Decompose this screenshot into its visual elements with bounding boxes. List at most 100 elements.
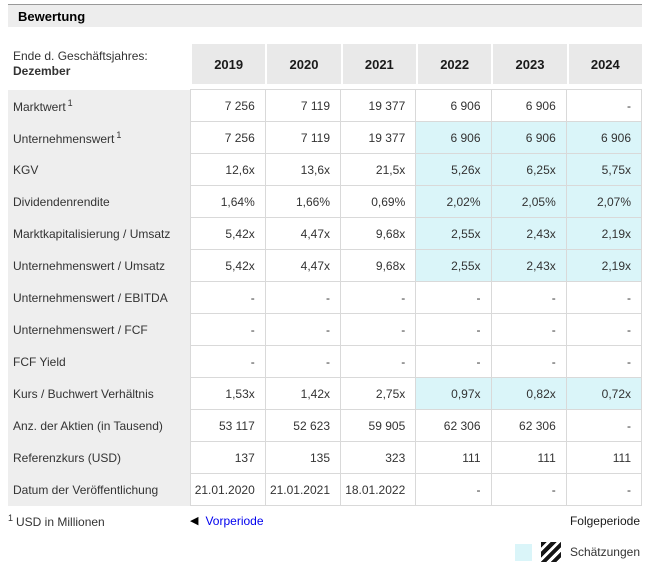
value-cell: - [565,89,643,122]
table-row: Anz. der Aktien (in Tausend) 53 117 52 623… [8,409,643,442]
table-row: Marktwert 1 7 256 7 119 19 377 6 906 6 906- [8,89,643,122]
valuation-table: Marktwert 1 7 256 7 119 19 377 6 906 6 906- Unt… [8,89,643,506]
row-label: KGV [8,153,190,186]
fiscal-year-end-label: Ende d. Geschäftsjahres: Dezember [8,44,190,84]
value-cell: 7 256 [189,89,266,122]
estimates-legend-label: Schätzungen [569,545,640,559]
value-cell: 1,53x [189,377,266,410]
next-period-link[interactable]: Folgeperiode [569,514,640,528]
column-header-year: 2024 [566,44,642,84]
value-cell: - [415,281,492,314]
value-cell: 1,66% [264,185,342,218]
estimate-color-swatch [514,543,532,561]
value-cell: - [565,313,643,346]
row-label-text: Unternehmenswert / EBITDA [13,290,168,305]
fiscal-year-end-month: Dezember [13,64,71,78]
row-label-text: Referenzkurs (USD) [13,450,122,465]
footnote-text: USD in Millionen [16,515,105,529]
row-label: FCF Yield [8,345,190,378]
value-cell: - [339,281,417,314]
value-cell: 9,68x [339,217,417,250]
previous-period-link[interactable]: ◀ Vorperiode [190,514,264,528]
table-row: Unternehmenswert / EBITDA - - - - - - [8,281,643,314]
row-label: Anz. der Aktien (in Tausend) [8,409,190,442]
value-cell: - [565,345,643,378]
row-label: Marktkapitalisierung / Umsatz [8,217,190,250]
value-cell: 0,69% [339,185,417,218]
table-row: Dividendenrendite 1,64% 1,66% 0,69% 2,02% 2,0… [8,185,643,218]
value-cell: 2,19x [565,217,643,250]
value-cell: 1,64% [189,185,266,218]
left-triangle-icon: ◀ [190,514,199,527]
value-cell: 6 906 [490,89,567,122]
footnote-marker: 1 [67,97,73,108]
value-cell: - [189,281,266,314]
value-cell: 53 117 [189,409,266,442]
value-cell: 5,75x [565,153,643,186]
value-cell: 21,5x [339,153,417,186]
row-label: Datum der Veröffentlichung [8,473,190,506]
row-label-text: FCF Yield [13,354,66,369]
value-cell: 111 [565,441,643,474]
value-cell: - [490,313,567,346]
value-cell: 7 256 [189,121,266,154]
value-cell: 2,05% [490,185,567,218]
value-cell: 135 [264,441,342,474]
value-cell: 62 306 [490,409,567,442]
row-label: Unternehmenswert / EBITDA [8,281,190,314]
value-cell: 0,82x [490,377,567,410]
table-row: FCF Yield - - - - - - [8,345,643,378]
table-footer: 1 USD in Millionen ◀ Vorperiode Folgeperi… [8,513,642,529]
value-cell: 9,68x [339,249,417,282]
value-cell: 4,47x [264,249,342,282]
previous-period-label: Vorperiode [205,514,264,528]
value-cell: 6 906 [415,121,492,154]
value-cell: 19 377 [339,89,417,122]
footnote-marker: 1 [116,129,122,140]
value-cell: - [264,313,342,346]
value-cell: 7 119 [264,121,342,154]
row-label-text: Dividendenrendite [13,194,110,209]
row-label: Unternehmenswert 1 [8,121,190,154]
value-cell: - [490,281,567,314]
value-cell: 12,6x [189,153,266,186]
value-cell: - [264,281,342,314]
value-cell: 111 [415,441,492,474]
value-cell: 2,55x [415,249,492,282]
value-cell: - [490,345,567,378]
value-cell: 2,02% [415,185,492,218]
value-cell: 19 377 [339,121,417,154]
value-cell: - [565,473,643,506]
value-cell: 0,97x [415,377,492,410]
value-cell: 62 306 [415,409,492,442]
value-cell: - [415,313,492,346]
value-cell: 7 119 [264,89,342,122]
table-row: Unternehmenswert 1 7 256 7 119 19 377 6 906 6 … [8,121,643,154]
row-label: Kurs / Buchwert Verhältnis [8,377,190,410]
value-cell: - [565,281,643,314]
table-row: Unternehmenswert / Umsatz 5,42x 4,47x 9,68x… [8,249,643,282]
value-cell: - [189,313,266,346]
value-cell: 6 906 [415,89,492,122]
row-label-text: Unternehmenswert [13,131,115,146]
column-header-year: 2023 [491,44,567,84]
footnote-marker: 1 [8,513,14,523]
value-cell: 137 [189,441,266,474]
value-cell: - [415,345,492,378]
row-label-text: KGV [13,162,39,177]
column-header-year: 2020 [265,44,341,84]
value-cell: 6 906 [565,121,643,154]
value-cell: 6 906 [490,121,567,154]
value-cell: 13,6x [264,153,342,186]
section-title: Bewertung [8,4,642,27]
value-cell: - [264,345,342,378]
value-cell: - [339,313,417,346]
value-cell: 2,55x [415,217,492,250]
value-cell: 2,75x [339,377,417,410]
value-cell: 5,42x [189,217,266,250]
valuation-panel: Bewertung Ende d. Geschäftsjahres: Dezem… [8,4,643,562]
value-cell: 4,47x [264,217,342,250]
row-label-text: Datum der Veröffentlichung [13,482,159,497]
table-row: Unternehmenswert / FCF - - - - - - [8,313,643,346]
value-cell: 6,25x [490,153,567,186]
